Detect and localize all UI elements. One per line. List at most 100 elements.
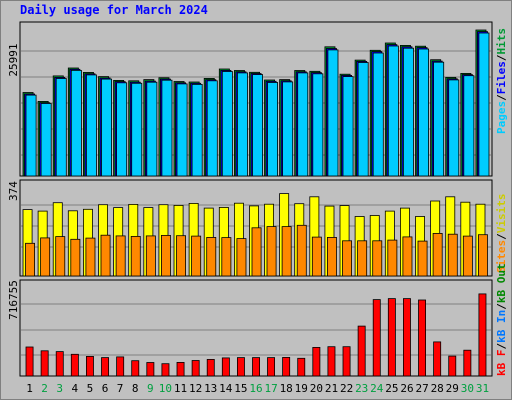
x-tick-label: 8 xyxy=(132,382,139,395)
x-tick-label: 9 xyxy=(147,382,154,395)
bar-kbf xyxy=(433,341,442,377)
legend-sep: / xyxy=(495,94,508,101)
x-tick-label: 20 xyxy=(310,382,323,395)
x-tick-label: 17 xyxy=(264,382,277,395)
x-tick-label: 23 xyxy=(355,382,368,395)
bar-kbf xyxy=(267,357,275,377)
legend-panel3: kB F/kB In/kB Out xyxy=(495,263,508,376)
bar-sites xyxy=(145,235,156,277)
legend-sep: / xyxy=(495,303,508,310)
bar-sites xyxy=(206,236,217,277)
bar-pages xyxy=(387,45,399,177)
bar-pages xyxy=(206,80,218,177)
bar-sites xyxy=(40,237,51,277)
x-tick-label: 11 xyxy=(174,382,187,395)
bar-kbf xyxy=(236,357,245,377)
bar-sites xyxy=(357,240,368,277)
bar-kbf xyxy=(282,356,291,377)
bar-sites xyxy=(160,234,171,277)
bar-kbf xyxy=(372,299,381,377)
bar-sites xyxy=(326,236,337,277)
bar-pages xyxy=(463,75,475,177)
bar-kbf xyxy=(327,346,336,377)
bar-sites xyxy=(432,232,443,277)
bar-pages xyxy=(86,74,97,177)
x-tick-label: 25 xyxy=(385,382,398,395)
x-tick-label: 7 xyxy=(117,382,124,395)
legend-sep: / xyxy=(495,54,508,61)
bar-sites xyxy=(281,226,292,277)
bar-pages xyxy=(357,62,369,177)
x-tick-label: 1 xyxy=(26,382,33,395)
bar-pages xyxy=(282,81,294,177)
bar-pages xyxy=(252,74,264,177)
bar-kbf xyxy=(191,360,200,377)
bar-sites xyxy=(251,227,262,277)
bar-pages xyxy=(101,78,113,177)
bar-sites xyxy=(70,238,81,277)
x-tick-label: 21 xyxy=(325,382,338,395)
bar-sites xyxy=(266,226,277,277)
y-max-label-kb: 716755 xyxy=(7,280,20,320)
bar-kbf xyxy=(342,346,351,377)
bar-kbf xyxy=(40,350,49,377)
chart-title: Daily usage for March 2024 xyxy=(20,3,208,17)
bar-sites xyxy=(462,235,473,277)
legend-panel2: Sites/Visits xyxy=(495,194,508,274)
bar-sites xyxy=(417,240,428,277)
bar-kbf xyxy=(131,360,140,377)
x-tick-label: 2 xyxy=(41,382,48,395)
bar-pages xyxy=(176,83,188,177)
bar-kbf xyxy=(463,349,472,377)
legend-sep: / xyxy=(495,343,508,350)
bar-kbf xyxy=(418,299,426,377)
x-tick-label: 3 xyxy=(56,382,63,395)
legend-kbin: kB In xyxy=(495,310,508,343)
bar-pages xyxy=(55,78,67,177)
x-tick-label: 19 xyxy=(295,382,308,395)
bar-kbf xyxy=(402,298,411,377)
x-tick-label: 18 xyxy=(280,382,293,395)
bar-pages xyxy=(40,103,52,177)
bar-kbf xyxy=(176,361,185,377)
bar-sites xyxy=(311,236,322,277)
bar-kbf xyxy=(357,325,366,377)
bar-sites xyxy=(342,240,353,277)
bar-kbf xyxy=(161,363,170,377)
bar-pages xyxy=(116,82,128,177)
x-tick-label: 24 xyxy=(370,382,384,395)
bar-sites xyxy=(100,234,111,277)
x-tick-label: 22 xyxy=(340,382,353,395)
legend-sep: / xyxy=(495,233,508,240)
bar-pages xyxy=(372,52,384,177)
bar-pages xyxy=(327,49,339,177)
x-tick-label: 16 xyxy=(249,382,262,395)
bar-sites xyxy=(85,237,96,277)
bar-pages xyxy=(161,79,173,177)
legend-kbf: kB F xyxy=(495,350,508,377)
bar-pages xyxy=(402,47,414,177)
x-tick-label: 12 xyxy=(189,382,202,395)
bar-kbf xyxy=(86,355,94,377)
x-tick-label: 30 xyxy=(461,382,474,395)
x-tick-label: 4 xyxy=(71,382,78,395)
bar-pages xyxy=(236,72,248,177)
bar-sites xyxy=(447,233,458,277)
bar-pages xyxy=(191,84,203,177)
bar-kbf xyxy=(101,357,109,377)
bar-sites xyxy=(477,234,488,277)
x-tick-label: 26 xyxy=(400,382,413,395)
bar-pages xyxy=(297,72,309,177)
bar-pages xyxy=(146,81,158,177)
bar-sites xyxy=(176,235,187,277)
bar-sites xyxy=(236,238,247,277)
bar-sites xyxy=(402,236,413,277)
bar-sites xyxy=(130,235,141,277)
bar-sites xyxy=(191,235,202,277)
x-tick-label: 6 xyxy=(102,382,109,395)
bar-sites xyxy=(115,235,126,277)
legend-hits: Hits xyxy=(495,28,508,55)
x-tick-label: 29 xyxy=(446,382,459,395)
legend-files: Files xyxy=(495,61,508,94)
bar-sites xyxy=(55,236,66,277)
